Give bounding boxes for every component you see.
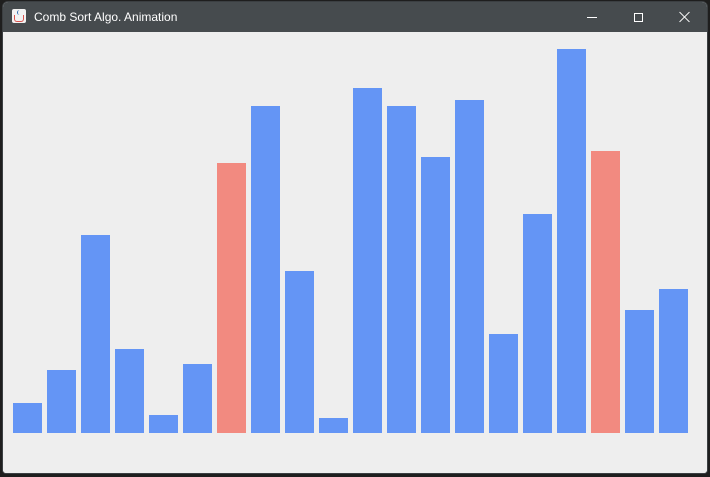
minimize-icon <box>587 16 597 18</box>
window-title: Comb Sort Algo. Animation <box>34 10 178 24</box>
sort-animation-canvas <box>3 32 707 473</box>
bar-18 <box>591 151 620 433</box>
bar-16 <box>523 214 552 433</box>
close-icon <box>678 11 690 23</box>
bar-15 <box>489 334 518 433</box>
bar-9 <box>285 271 314 433</box>
maximize-icon <box>633 12 643 22</box>
bar-4 <box>115 349 144 433</box>
java-cup-icon <box>12 9 26 23</box>
bar-3 <box>81 235 110 433</box>
maximize-button[interactable] <box>615 2 661 32</box>
bar-7 <box>217 163 246 433</box>
bar-8 <box>251 106 280 433</box>
bar-5 <box>149 415 178 433</box>
close-button[interactable] <box>661 2 707 32</box>
bar-20 <box>659 289 688 433</box>
bar-6 <box>183 364 212 433</box>
minimize-button[interactable] <box>569 2 615 32</box>
bar-12 <box>387 106 416 433</box>
title-bar[interactable]: Comb Sort Algo. Animation <box>3 2 707 32</box>
bar-19 <box>625 310 654 433</box>
bar-17 <box>557 49 586 433</box>
bar-13 <box>421 157 450 433</box>
bar-2 <box>47 370 76 433</box>
bar-14 <box>455 100 484 433</box>
bar-11 <box>353 88 382 433</box>
bar-1 <box>13 403 42 433</box>
bar-10 <box>319 418 348 433</box>
